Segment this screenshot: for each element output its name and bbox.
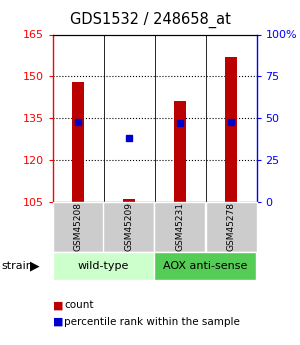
- Text: GDS1532 / 248658_at: GDS1532 / 248658_at: [70, 12, 230, 28]
- Text: AOX anti-sense: AOX anti-sense: [163, 261, 248, 271]
- Bar: [123, 199, 135, 202]
- Text: count: count: [64, 300, 94, 310]
- Text: strain: strain: [2, 261, 33, 271]
- Text: ■: ■: [52, 300, 63, 310]
- Bar: [72, 82, 84, 202]
- Text: ■: ■: [52, 317, 63, 326]
- Text: wild-type: wild-type: [78, 261, 129, 271]
- Text: GSM45231: GSM45231: [176, 202, 184, 252]
- Text: percentile rank within the sample: percentile rank within the sample: [64, 317, 240, 326]
- Text: GSM45209: GSM45209: [124, 202, 134, 252]
- Text: GSM45278: GSM45278: [226, 202, 236, 252]
- Text: ▶: ▶: [30, 259, 39, 273]
- Bar: [174, 101, 186, 202]
- Text: GSM45208: GSM45208: [74, 202, 82, 252]
- Bar: [225, 57, 237, 202]
